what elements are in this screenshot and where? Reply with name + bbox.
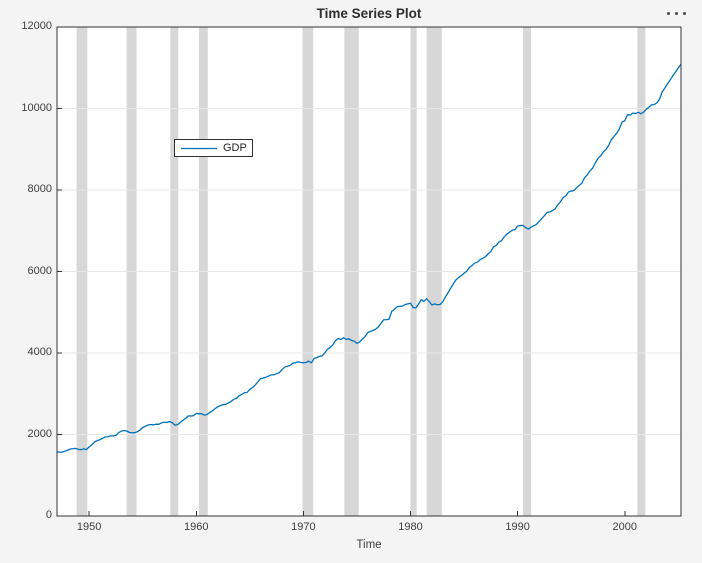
- x-tick-label: 1980: [398, 521, 423, 533]
- more-options-button[interactable]: [663, 8, 690, 19]
- legend[interactable]: GDP: [174, 139, 253, 157]
- legend-label: GDP: [223, 141, 247, 154]
- y-tick-label: 8000: [27, 183, 52, 195]
- x-axis-label: Time: [356, 539, 382, 551]
- y-tick-label: 10000: [21, 101, 52, 114]
- gdp-line: [56, 63, 682, 453]
- chart-title: Time Series Plot: [316, 6, 422, 21]
- y-tick-label: 0: [45, 509, 52, 521]
- y-tick-label: 4000: [27, 346, 52, 358]
- ellipsis-icon: [667, 12, 670, 15]
- y-tick-label: 2000: [27, 427, 52, 440]
- x-tick-label: 1950: [76, 521, 102, 533]
- ellipsis-icon: [683, 12, 686, 15]
- ellipsis-icon: [675, 12, 678, 15]
- legend-line-sample-icon: [181, 147, 217, 149]
- x-tick-label: 2000: [612, 521, 637, 533]
- x-tick-label: 1970: [291, 521, 316, 533]
- y-tick-label: 12000: [21, 20, 52, 32]
- x-tick-label: 1960: [184, 521, 209, 533]
- y-tick-label: 6000: [27, 264, 52, 277]
- x-tick-label: 1990: [505, 521, 530, 533]
